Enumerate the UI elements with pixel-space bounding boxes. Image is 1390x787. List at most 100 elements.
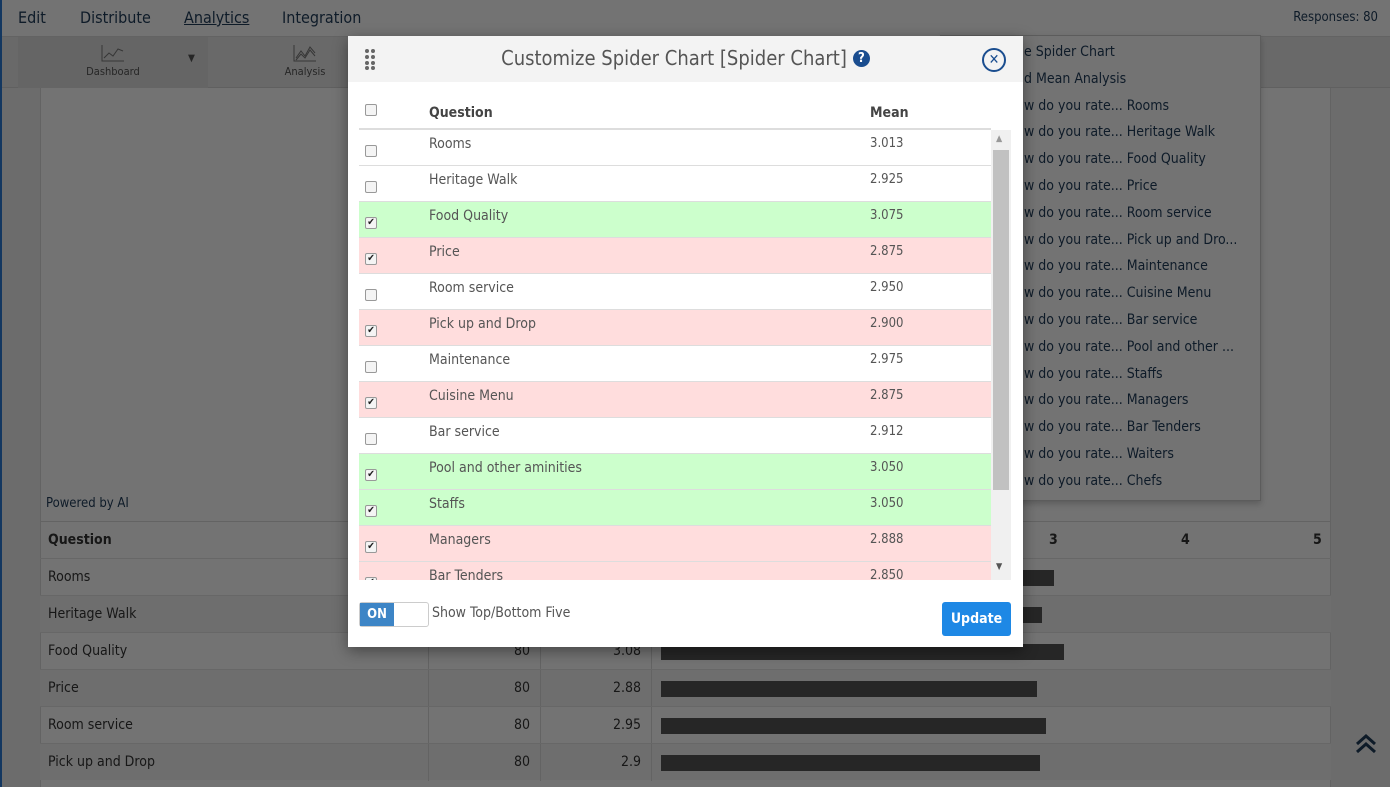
- question-header: Question: [48, 532, 112, 548]
- menu-item[interactable]: w do you rate... Heritage Walk: [1024, 124, 1216, 141]
- row-checkbox[interactable]: ✔: [365, 469, 377, 481]
- question-row[interactable]: ✔ Bar Tenders 2.850: [359, 562, 991, 580]
- row-question: Bar service: [429, 424, 500, 440]
- dropdown-caret-icon[interactable]: ▼: [188, 53, 195, 64]
- question-row[interactable]: ✔ Staffs 3.050: [359, 490, 991, 526]
- mean-bar: [661, 718, 1046, 734]
- menu-item[interactable]: d Mean Analysis: [1024, 70, 1127, 87]
- row-question: Managers: [429, 532, 491, 548]
- close-icon[interactable]: ✕: [982, 48, 1006, 72]
- results-row: Room service 80 2.95: [40, 706, 1331, 744]
- menu-item[interactable]: w do you rate... Food Quality: [1024, 151, 1206, 168]
- question-row[interactable]: Maintenance 2.975: [359, 346, 991, 382]
- question-row[interactable]: Room service 2.950: [359, 274, 991, 310]
- menu-item[interactable]: w do you rate... Pick up and Dro...: [1024, 231, 1238, 248]
- question-row[interactable]: Rooms 3.013: [359, 130, 991, 166]
- menu-item[interactable]: w do you rate... Pool and other ...: [1024, 338, 1234, 355]
- menu-item[interactable]: w do you rate... Rooms: [1024, 97, 1170, 114]
- update-button[interactable]: Update: [942, 602, 1011, 636]
- nav-integration[interactable]: Integration: [282, 8, 362, 27]
- menu-item[interactable]: w do you rate... Waiters: [1024, 446, 1174, 462]
- row-mean: 2.888: [870, 532, 904, 547]
- row-checkbox[interactable]: ✔: [365, 253, 377, 265]
- question-row[interactable]: Heritage Walk 2.925: [359, 166, 991, 202]
- row-mean: 2.900: [870, 316, 904, 331]
- row-checkbox[interactable]: [365, 145, 377, 157]
- scroll-down-icon[interactable]: ▼: [996, 562, 1003, 572]
- menu-item[interactable]: w do you rate... Bar service: [1024, 312, 1198, 328]
- left-accent-line: [0, 0, 2, 787]
- axis-tick: 5: [1313, 532, 1322, 548]
- nav-edit[interactable]: Edit: [18, 8, 46, 27]
- results-row: Price 80 2.88: [40, 669, 1331, 707]
- row-mean: 3.050: [870, 496, 904, 511]
- help-icon[interactable]: ?: [852, 50, 870, 67]
- row-question: Food Quality: [48, 643, 128, 659]
- dialog-title-text: Customize Spider Chart [Spider Chart]: [501, 46, 847, 70]
- row-checkbox[interactable]: ✔: [365, 577, 377, 580]
- select-all-checkbox[interactable]: [365, 104, 377, 116]
- analysis-button[interactable]: Analysis: [210, 37, 400, 88]
- row-mean: 2.95: [540, 707, 652, 744]
- row-mean: 2.875: [870, 244, 904, 259]
- mean-bar: [661, 644, 1064, 660]
- row-question: Food Quality: [429, 208, 509, 224]
- row-checkbox[interactable]: ✔: [365, 325, 377, 337]
- customize-spider-chart-dialog: Customize Spider Chart [Spider Chart]? ✕…: [348, 36, 1023, 647]
- menu-item[interactable]: e Spider Chart: [1024, 44, 1115, 60]
- menu-item[interactable]: w do you rate... Staffs: [1024, 365, 1163, 382]
- row-question: Rooms: [429, 136, 472, 152]
- row-checkbox[interactable]: [365, 433, 377, 445]
- question-row[interactable]: ✔ Price 2.875: [359, 238, 991, 274]
- question-list[interactable]: Rooms 3.013 Heritage Walk 2.925 ✔ Food Qu…: [359, 130, 1011, 580]
- results-row: Pick up and Drop 80 2.9: [40, 743, 1331, 781]
- line-chart-icon: [101, 45, 124, 62]
- scroll-top-icon[interactable]: [1355, 733, 1377, 755]
- question-row[interactable]: ✔ Pick up and Drop 2.900: [359, 310, 991, 346]
- dashboard-label: Dashboard: [86, 65, 140, 78]
- menu-item[interactable]: w do you rate... Price: [1024, 178, 1158, 194]
- row-count: 80: [428, 633, 540, 670]
- row-question: Price: [429, 244, 460, 260]
- row-checkbox[interactable]: ✔: [365, 541, 377, 553]
- dashboard-button[interactable]: Dashboard ▼: [18, 37, 208, 88]
- nav-distribute[interactable]: Distribute: [80, 8, 151, 27]
- row-mean: 2.912: [870, 424, 904, 439]
- scrollbar-thumb[interactable]: [993, 150, 1009, 490]
- row-checkbox[interactable]: [365, 289, 377, 301]
- menu-item[interactable]: w do you rate... Room service: [1024, 204, 1212, 221]
- row-count: 80: [428, 670, 540, 707]
- row-question: Pool and other aminities: [429, 460, 582, 476]
- question-row[interactable]: ✔ Pool and other aminities 3.050: [359, 454, 991, 490]
- menu-item[interactable]: w do you rate... Chefs: [1024, 472, 1163, 489]
- row-question: Pick up and Drop: [48, 754, 155, 770]
- top-bottom-five-toggle[interactable]: ON: [359, 602, 429, 627]
- question-table-header: Question Mean: [359, 94, 991, 130]
- row-checkbox[interactable]: ✔: [365, 505, 377, 517]
- menu-item[interactable]: w do you rate... Managers: [1024, 392, 1189, 409]
- row-checkbox[interactable]: [365, 361, 377, 373]
- row-mean: 3.075: [870, 208, 904, 223]
- row-checkbox[interactable]: [365, 181, 377, 193]
- row-question: Heritage Walk: [48, 606, 137, 622]
- row-question: Staffs: [429, 496, 465, 512]
- menu-item[interactable]: w do you rate... Bar Tenders: [1024, 419, 1201, 436]
- row-mean: 2.875: [870, 388, 904, 403]
- question-row[interactable]: ✔ Managers 2.888: [359, 526, 991, 562]
- question-row[interactable]: ✔ Cuisine Menu 2.875: [359, 382, 991, 418]
- drag-handle-icon[interactable]: [364, 48, 376, 70]
- row-checkbox[interactable]: ✔: [365, 217, 377, 229]
- row-mean: 2.925: [870, 172, 904, 187]
- menu-item[interactable]: w do you rate... Maintenance: [1024, 258, 1208, 275]
- powered-by-ai: Powered by AI: [46, 496, 129, 511]
- question-row[interactable]: ✔ Food Quality 3.075: [359, 202, 991, 238]
- scroll-up-icon[interactable]: ▲: [996, 134, 1003, 144]
- analysis-chart-icon: [293, 45, 316, 62]
- menu-item[interactable]: w do you rate... Cuisine Menu: [1024, 285, 1212, 302]
- nav-analytics[interactable]: Analytics: [184, 8, 250, 27]
- scrollbar[interactable]: ▲ ▼: [991, 130, 1011, 580]
- row-checkbox[interactable]: ✔: [365, 397, 377, 409]
- question-row[interactable]: Bar service 2.912: [359, 418, 991, 454]
- mean-bar: [661, 755, 1040, 771]
- row-mean: 2.950: [870, 280, 904, 295]
